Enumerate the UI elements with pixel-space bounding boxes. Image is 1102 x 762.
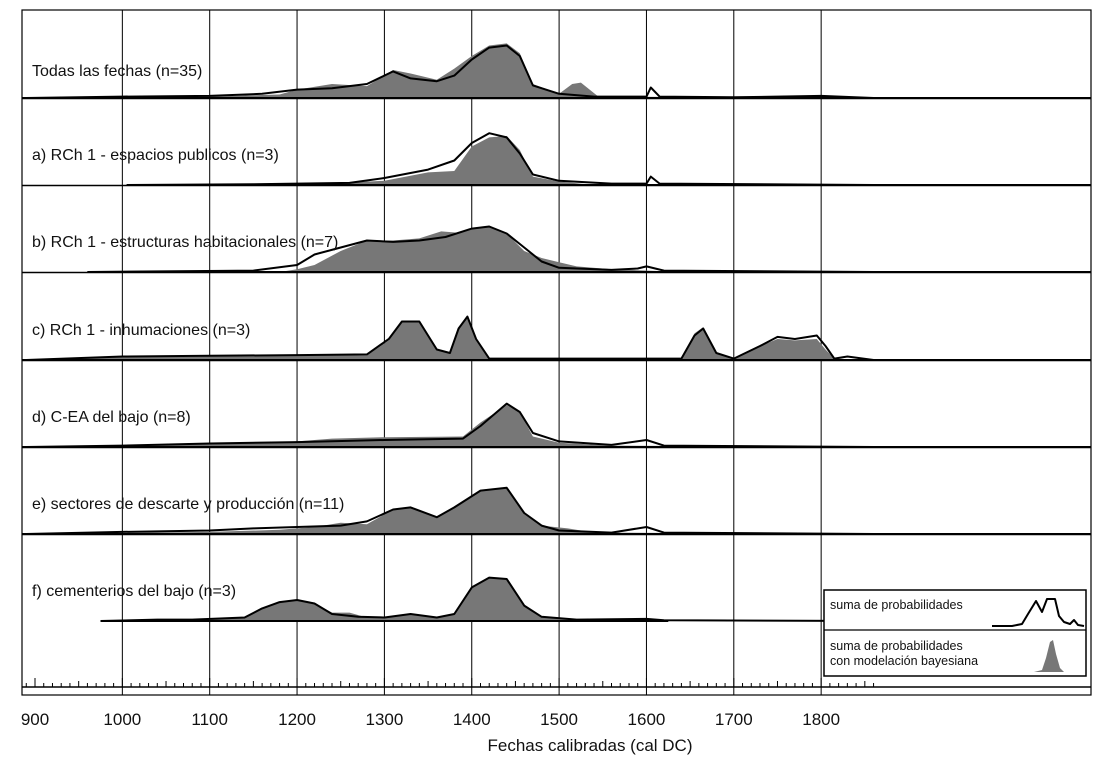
probability-sum-line xyxy=(126,132,874,186)
tick-label: 1200 xyxy=(278,710,316,729)
tick-label: 1600 xyxy=(628,710,666,729)
bayesian-model-area xyxy=(126,136,874,185)
tick-label: 1700 xyxy=(715,710,753,729)
tick-label: 1500 xyxy=(540,710,578,729)
probability-sum-line xyxy=(100,576,874,622)
tick-label: 1800 xyxy=(802,710,840,729)
panel-label: c) RCh 1 - inhumaciones (n=3) xyxy=(32,322,250,339)
panel-label: a) RCh 1 - espacios publicos (n=3) xyxy=(32,147,279,164)
panel-label: b) RCh 1 - estructuras habitacionales (n… xyxy=(32,234,338,251)
bayesian-model-area xyxy=(26,43,874,98)
legend-label-bayesian: suma de probabilidades con modelación bay… xyxy=(830,639,978,668)
legend-line-symbol xyxy=(992,598,1085,627)
panel-label: Todas las fechas (n=35) xyxy=(32,63,202,80)
bayesian-model-area xyxy=(26,316,874,360)
legend: suma de probabilidades suma de probabilid… xyxy=(823,589,1087,677)
x-axis: 900 1000 1100 1200 1300 1400 1500 1600 1700 1800 xyxy=(21,678,1091,729)
tick-label: 1300 xyxy=(365,710,403,729)
plot-frame xyxy=(21,9,1092,696)
vertical-gridlines xyxy=(121,10,822,695)
panel-label: e) sectores de descarte y producción (n=… xyxy=(32,496,344,513)
panels: Todas las fechas (n=35) a) RCh 1 - espaci… xyxy=(22,43,1091,622)
x-axis-label: Fechas calibradas (cal DC) xyxy=(487,736,692,755)
panel-label: d) C-EA del bajo (n=8) xyxy=(32,409,191,426)
tick-label: 1400 xyxy=(453,710,491,729)
probability-sum-line xyxy=(26,44,874,99)
legend-fill-symbol xyxy=(1034,640,1064,672)
probability-sum-line xyxy=(26,402,874,448)
tick-label: 1100 xyxy=(191,710,228,729)
probability-sum-line xyxy=(26,486,874,535)
legend-label-sum: suma de probabilidades xyxy=(830,598,963,612)
panel-label: f) cementerios del bajo (n=3) xyxy=(32,583,236,600)
tick-label: 1000 xyxy=(103,710,141,729)
panel: f) cementerios del bajo (n=3) xyxy=(22,533,1091,622)
bayesian-model-area xyxy=(87,226,874,272)
probability-sum-line xyxy=(87,225,874,273)
tick-label: 900 xyxy=(21,710,49,729)
legend-box xyxy=(823,589,1087,677)
bayesian-model-area xyxy=(100,577,874,621)
probability-sum-line xyxy=(26,315,874,361)
